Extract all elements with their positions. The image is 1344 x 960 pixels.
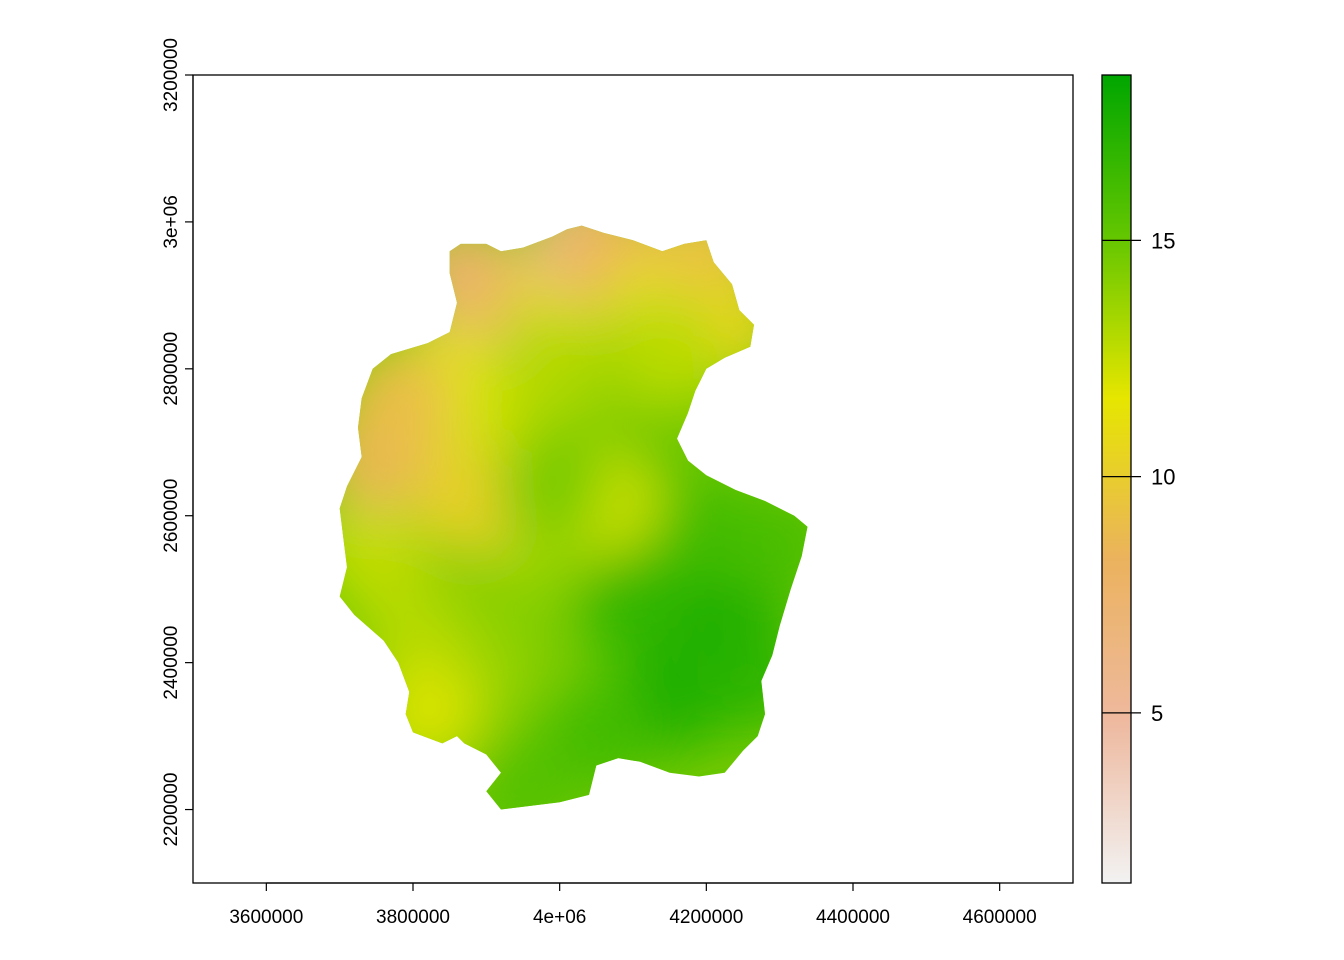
legend-tick-label: 10 xyxy=(1151,465,1175,490)
legend-tick-label: 15 xyxy=(1151,228,1175,253)
y-tick-label: 3e+06 xyxy=(161,195,182,248)
x-tick-label: 4200000 xyxy=(669,907,743,928)
raster-cell xyxy=(578,548,688,659)
x-tick-label: 4600000 xyxy=(963,907,1037,928)
raster-cell xyxy=(497,431,608,542)
legend-tick-label: 5 xyxy=(1151,701,1163,726)
color-legend: 5 10 15 xyxy=(1101,74,1175,884)
x-axis: 3600000 3800000 4e+06 4200000 4400000 4600000 xyxy=(229,882,1037,928)
y-tick-label: 3200000 xyxy=(161,38,182,112)
raster-cells xyxy=(339,225,808,810)
raster-cell xyxy=(695,622,806,733)
legend-ticks: 5 10 15 xyxy=(1102,228,1175,726)
y-tick-label: 2400000 xyxy=(161,626,182,700)
raster-cell xyxy=(372,659,483,770)
raster-cell xyxy=(724,490,808,601)
x-tick-label: 3600000 xyxy=(229,907,303,928)
x-tick-label: 3800000 xyxy=(376,907,450,928)
raster-cell xyxy=(343,343,454,454)
x-tick-label: 4400000 xyxy=(816,907,890,928)
y-axis: 2200000 2400000 2600000 2800000 3e+06 3200000 xyxy=(161,38,194,847)
y-tick-label: 2200000 xyxy=(161,773,182,847)
y-tick-label: 2800000 xyxy=(161,332,182,406)
legend-colorbar xyxy=(1101,74,1132,884)
y-tick-label: 2600000 xyxy=(161,479,182,553)
raster-layer xyxy=(339,225,808,810)
x-tick-label: 4e+06 xyxy=(533,907,586,928)
raster-cell xyxy=(468,732,578,810)
raster-cell xyxy=(614,299,725,410)
raster-cell xyxy=(490,313,600,424)
